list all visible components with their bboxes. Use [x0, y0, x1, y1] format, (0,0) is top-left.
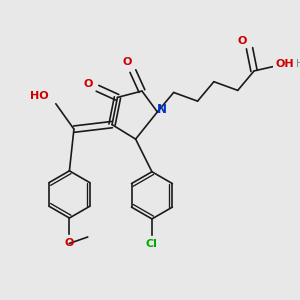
Text: O: O: [65, 238, 74, 248]
Text: Cl: Cl: [146, 239, 158, 249]
Text: H: H: [296, 59, 300, 69]
Text: HO: HO: [30, 92, 49, 101]
Text: O: O: [84, 79, 93, 89]
Text: OH: OH: [276, 59, 294, 69]
Text: O: O: [123, 57, 132, 67]
Text: O: O: [238, 36, 247, 46]
Text: N: N: [157, 103, 167, 116]
